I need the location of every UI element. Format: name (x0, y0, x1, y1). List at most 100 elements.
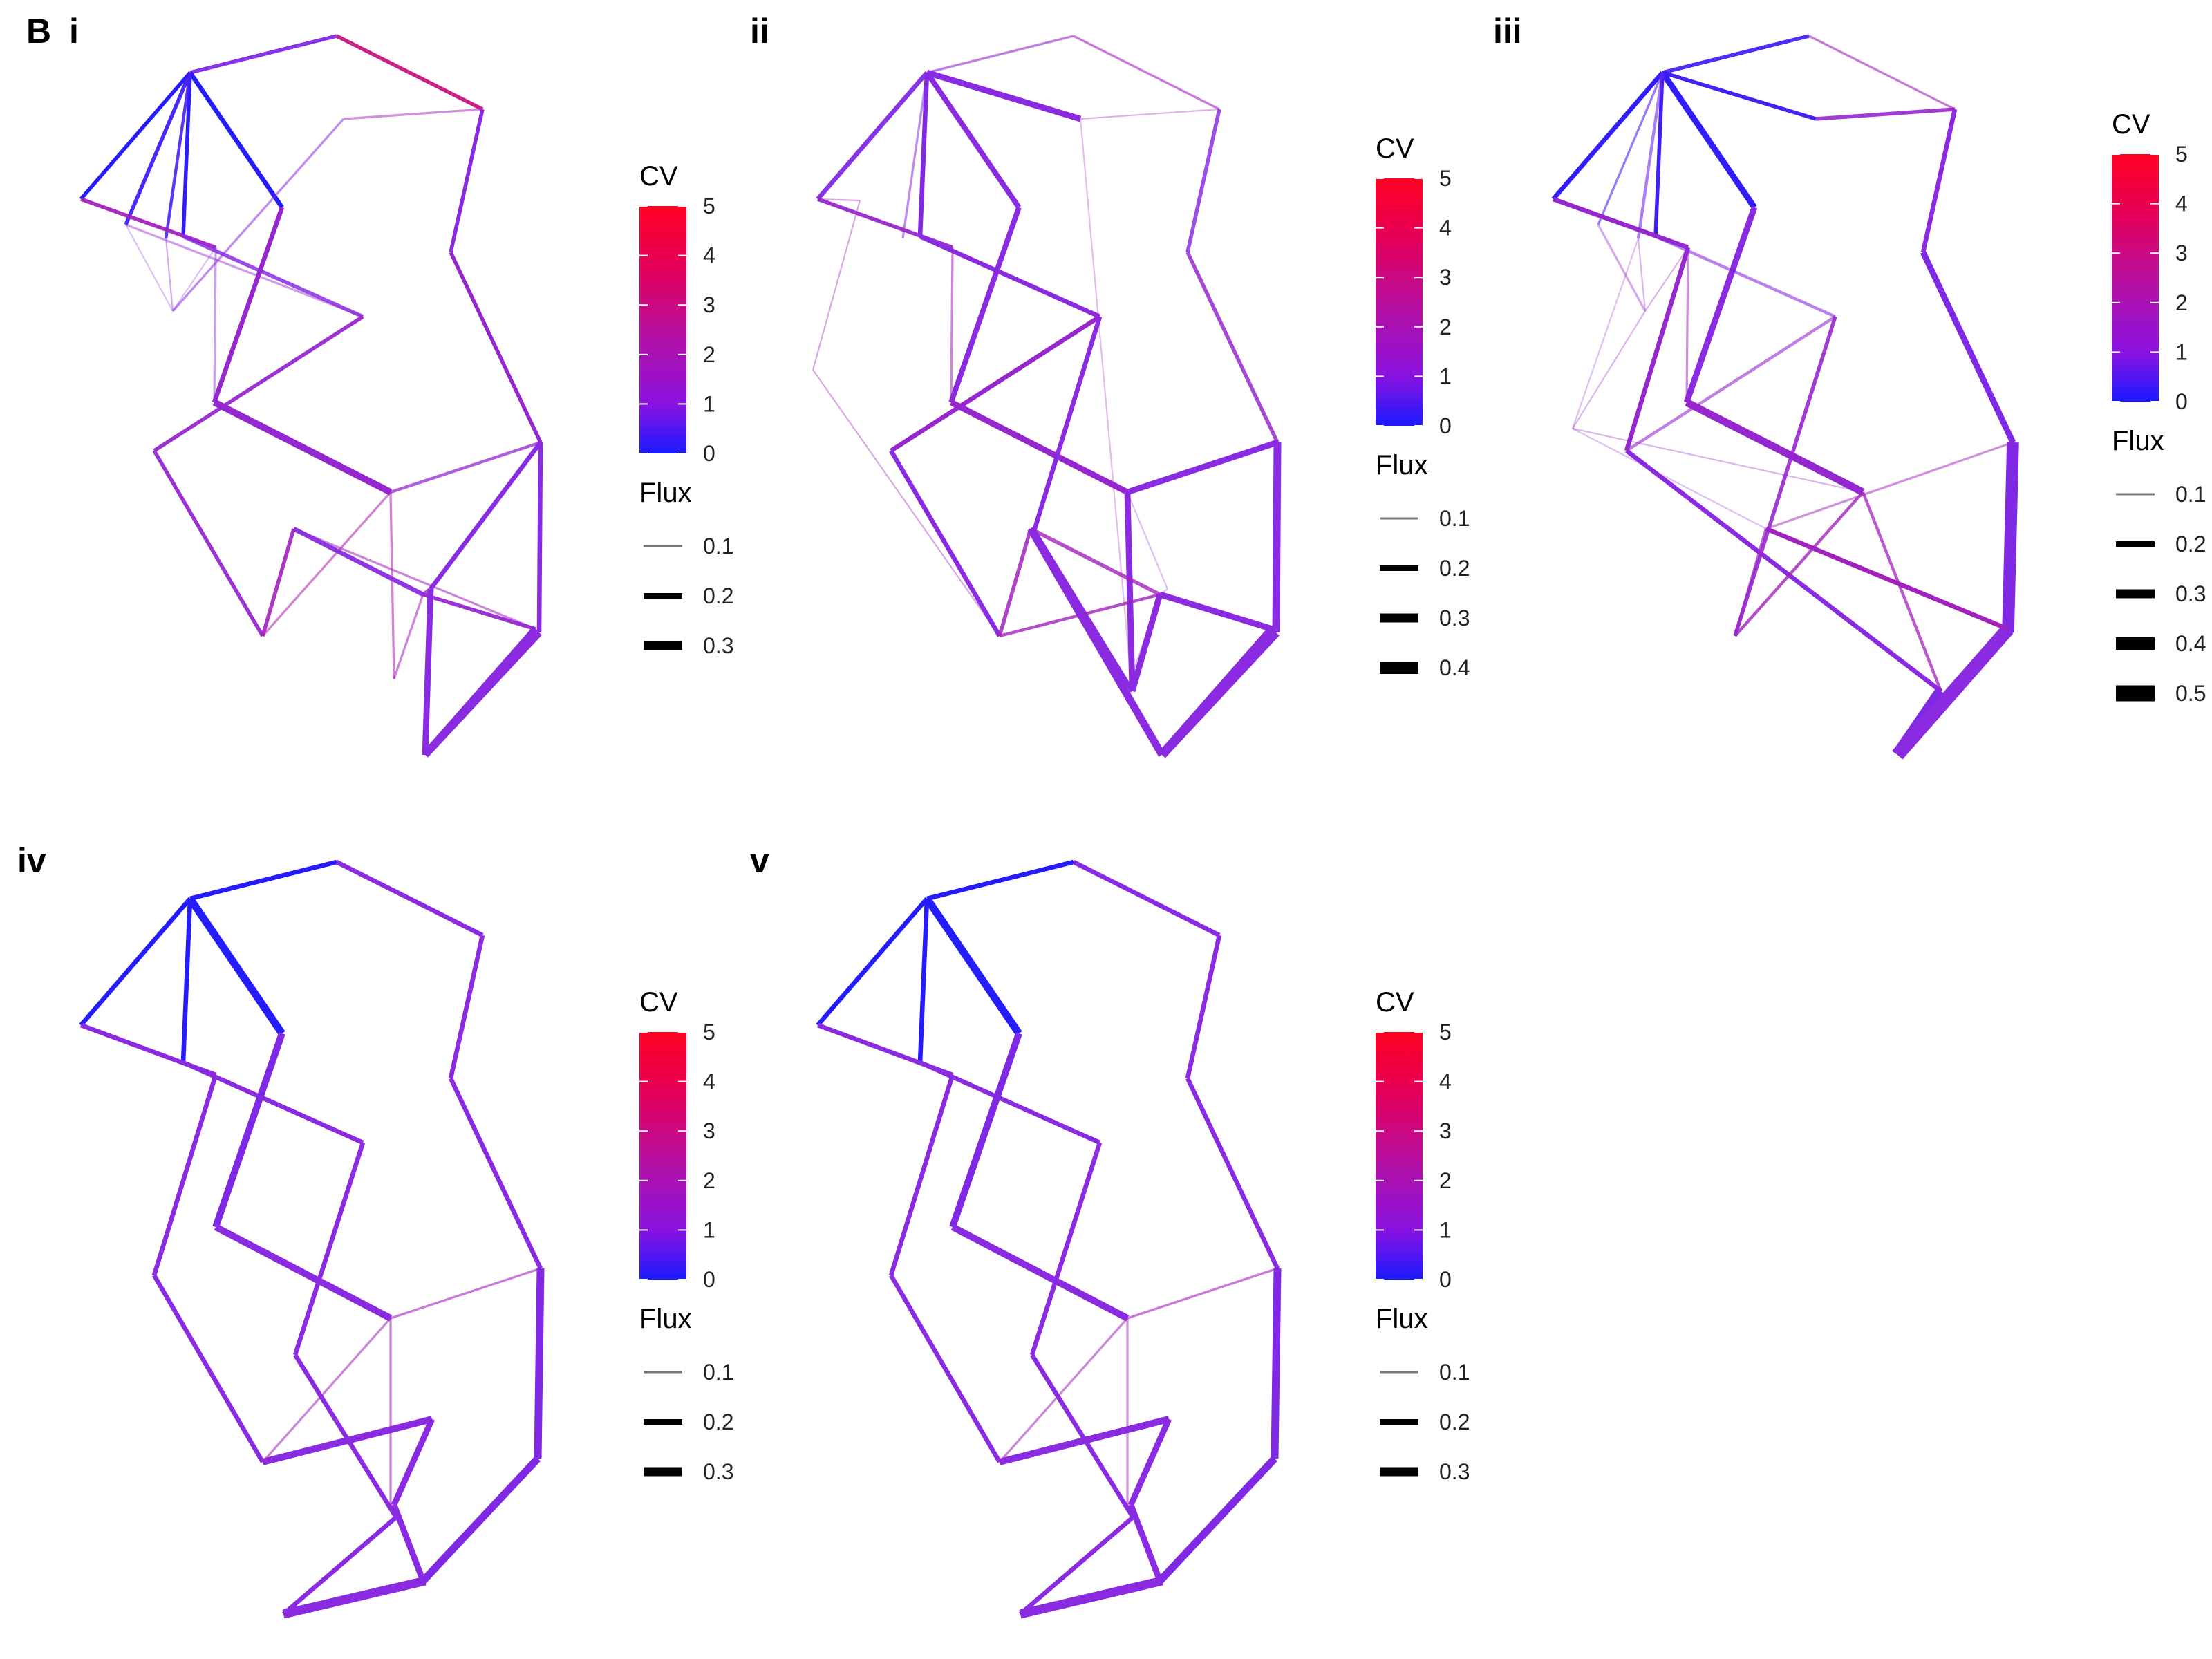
edge-n14-n15 (171, 118, 345, 312)
edge-n1-n6 (924, 71, 1022, 209)
edge-n1-n2 (189, 859, 337, 901)
edge-n23-n22 (1159, 588, 1168, 595)
edge-n2-n3 (335, 860, 484, 937)
edge-n39-n38 (420, 1456, 541, 1584)
edge-n11-n12 (890, 315, 1101, 453)
edge-n1-n15 (1662, 71, 1817, 121)
panel-v: v CV 5 4 3 2 1 0 Flux 0.1 0.2 0.3 (750, 841, 1470, 1619)
edge-n39-n38 (1156, 1456, 1278, 1584)
cv-tick-label: 1 (1439, 364, 1452, 388)
edge-n19-n35 (261, 1416, 433, 1465)
legend-ii: CV 5 4 3 2 1 0 Flux 0.1 0.2 0.3 0.4 (1376, 133, 1470, 680)
edge-n1-n7 (181, 72, 192, 237)
edge-n19-n13 (261, 1317, 392, 1463)
legend-iv: CV 5 4 3 2 1 0 Flux 0.1 0.2 0.3 (639, 987, 733, 1484)
edge-n1-n4 (816, 897, 929, 1027)
flux-key-label: 0.1 (703, 534, 733, 559)
edge-n6-n10 (1683, 206, 1758, 404)
edge-n11-n33 (1029, 1141, 1103, 1356)
edge-n9-n12 (888, 1074, 955, 1276)
edge-n6-n10 (212, 206, 285, 404)
edge-n3-n16 (1920, 109, 1958, 253)
edge-n37-n24 (282, 1576, 427, 1619)
edge-n17-n13 (390, 440, 541, 494)
edge-n8-n14 (165, 238, 174, 312)
legend-v: CV 5 4 3 2 1 0 Flux 0.1 0.2 0.3 (1376, 987, 1470, 1484)
edge-n9-n10 (1685, 247, 1689, 403)
edge-n12-n31 (1624, 449, 1943, 693)
edge-n2-n3 (1808, 35, 1956, 111)
edge-n1-n4 (1551, 71, 1665, 201)
cv-tick-label: 1 (2175, 339, 2188, 364)
flux-key-label: 0.1 (703, 1360, 733, 1385)
edge-n12-n19 (889, 449, 1002, 637)
edge-n36-n38 (391, 1503, 427, 1582)
edge-n10-n13 (212, 399, 393, 496)
edge-n8-n14 (1637, 238, 1647, 312)
flux-key-label: 0.2 (703, 1409, 733, 1434)
edge-n11-n26 (1031, 316, 1103, 532)
cv-tick-label: 4 (1439, 216, 1452, 241)
edge-n1-n2 (926, 35, 1074, 74)
flux-key-label: 0.4 (2175, 631, 2206, 656)
edge-n1-n7 (1653, 72, 1665, 237)
cv-tick-label: 1 (703, 391, 715, 416)
edge-n9-n10 (950, 247, 954, 403)
edge-n2-n3 (1073, 35, 1220, 111)
flux-legend-title: Flux (2112, 426, 2164, 456)
edge-n23-n24 (422, 588, 434, 756)
edge-n7-n11 (919, 1060, 1101, 1145)
edge-n35-n36 (1127, 1418, 1172, 1506)
edge-n7-n11 (182, 234, 364, 319)
edge-n27-n13 (1124, 491, 1136, 692)
flux-key-label: 0.1 (2175, 482, 2206, 507)
cv-legend-title: CV (1376, 133, 1414, 164)
cv-legend-title: CV (639, 987, 678, 1018)
cv-tick-label: 2 (1439, 315, 1452, 339)
edge-n1-n5 (1597, 72, 1664, 225)
edge-n12-n19 (152, 449, 265, 637)
edge-n22-n20 (1029, 527, 1161, 597)
edge-n8-n32 (1571, 238, 1640, 429)
cv-tick-label: 3 (703, 1118, 715, 1143)
edge-n34-n37 (1018, 1515, 1135, 1616)
edge-n11-n19 (1733, 316, 1837, 637)
edge-n16-n17 (1920, 251, 2016, 444)
network-ii (812, 35, 1282, 758)
flux-legend-title: Flux (639, 1304, 692, 1334)
edge-n1-n6 (188, 71, 284, 209)
edge-n10-n13 (214, 1224, 393, 1322)
edge-n9-n12 (1624, 247, 1691, 451)
flux-key-label: 0.3 (703, 1459, 733, 1484)
edge-n15-n3 (343, 108, 483, 120)
flux-key-label: 0.3 (1439, 1459, 1470, 1484)
flux-legend-title: Flux (1376, 1304, 1428, 1334)
network-i (79, 34, 543, 758)
edge-n20-n21 (1765, 526, 2009, 632)
edge-n37-n24 (1019, 1576, 1163, 1619)
flux-legend-title: Flux (1376, 450, 1428, 480)
edge-n22-n21 (422, 592, 536, 631)
edge-n19-n20 (997, 528, 1033, 637)
edge-n28-n29 (812, 200, 861, 371)
flux-key-label: 0.2 (1439, 1409, 1470, 1434)
edge-n7-n11 (1655, 234, 1836, 319)
cv-tick-label: 4 (703, 1069, 715, 1094)
edge-n3-n16 (1185, 109, 1221, 253)
cv-colorbar (639, 1032, 686, 1280)
flux-key-label: 0.3 (1439, 606, 1470, 630)
cv-tick-label: 5 (1439, 1020, 1452, 1044)
edge-n13-n19 (1734, 491, 1864, 637)
cv-tick-label: 3 (2175, 241, 2188, 265)
flux-key-label: 0.2 (1439, 556, 1470, 581)
cv-tick-label: 5 (2175, 142, 2188, 167)
flux-key-label: 0.2 (2175, 532, 2206, 556)
edge-n1-n8 (164, 72, 192, 239)
edge-n17-n20 (1765, 441, 2014, 530)
edge-n2-n3 (335, 34, 484, 111)
edge-n1-n4 (816, 71, 929, 201)
edge-n17-n39 (1271, 1268, 1282, 1459)
network-iii (1551, 34, 2019, 760)
edge-n1-n7 (917, 72, 930, 237)
